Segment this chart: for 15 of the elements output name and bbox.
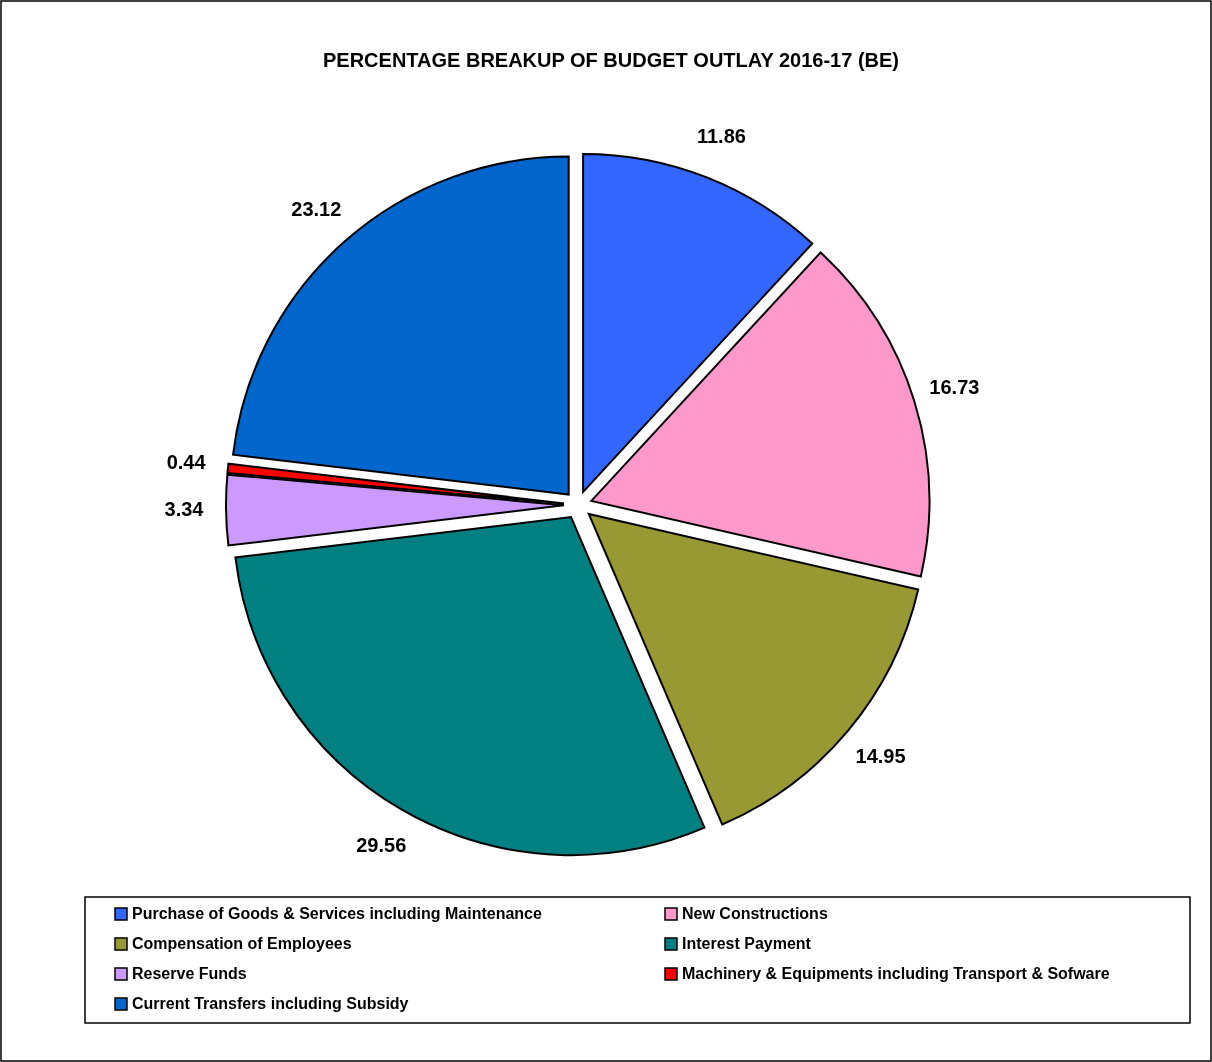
legend-label: Machinery & Equipments including Transport & Sofware [682,965,1110,983]
data-label: 14.95 [855,744,906,767]
legend-label: Compensation of Employees [132,935,352,953]
legend-label: Reserve Funds [132,965,247,983]
chart-title: PERCENTAGE BREAKUP OF BUDGET OUTLAY 2016-17 (BE) [322,49,900,71]
data-label: 23.12 [291,197,342,220]
data-label: 29.56 [356,833,407,856]
legend-label: Current Transfers including Subsidy [132,995,409,1013]
data-label: 16.73 [929,375,980,398]
legend-label: Interest Payment [682,935,812,953]
data-label: 0.44 [166,451,207,474]
legend-label: Purchase of Goods & Services including Maintenance [132,905,542,923]
data-label: 3.34 [164,497,205,520]
legend-label: New Constructions [682,905,828,923]
data-label: 11.86 [696,125,746,148]
